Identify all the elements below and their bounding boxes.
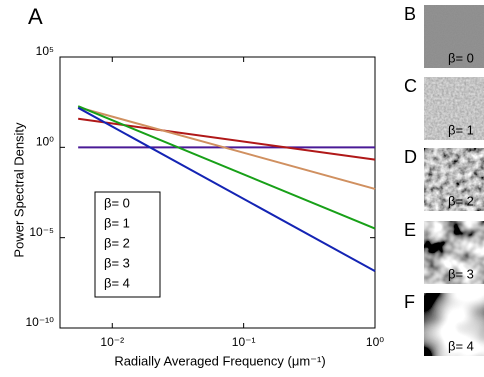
panel-letter: F (404, 292, 415, 312)
x-tick-label: 10⁰ (366, 335, 384, 349)
panel-beta-label: β= 3 (448, 266, 474, 281)
y-tick-label: 10⁻¹⁰ (26, 315, 55, 329)
legend-entry: β= 0 (104, 195, 130, 210)
panel-letter: D (404, 147, 417, 167)
panel-beta-label: β= 2 (448, 193, 474, 208)
x-tick-label: 10⁻¹ (232, 335, 256, 349)
legend-entry: β= 2 (104, 235, 130, 250)
y-axis-label: Power Spectral Density (11, 122, 26, 258)
panel-letter: A (28, 4, 43, 29)
panel-beta-label: β= 4 (448, 338, 474, 353)
panel-beta-label: β= 0 (448, 50, 474, 65)
legend-entry: β= 1 (104, 215, 130, 230)
y-tick-label: 10⁵ (36, 44, 54, 58)
legend-entry: β= 3 (104, 255, 130, 270)
x-tick-label: 10⁻² (100, 335, 124, 349)
panel-letter: B (404, 4, 416, 24)
y-tick-label: 10⁻⁵ (29, 225, 54, 239)
panel-beta-label: β= 1 (448, 122, 474, 137)
figure: A Radially Averaged Frequency (μm⁻¹) Pow… (0, 0, 484, 377)
y-tick-label: 10⁰ (36, 135, 54, 149)
panel-letter: E (404, 220, 416, 240)
panel-letter: C (404, 76, 417, 96)
legend-entry: β= 4 (104, 275, 130, 290)
x-axis-label: Radially Averaged Frequency (μm⁻¹) (114, 353, 325, 368)
